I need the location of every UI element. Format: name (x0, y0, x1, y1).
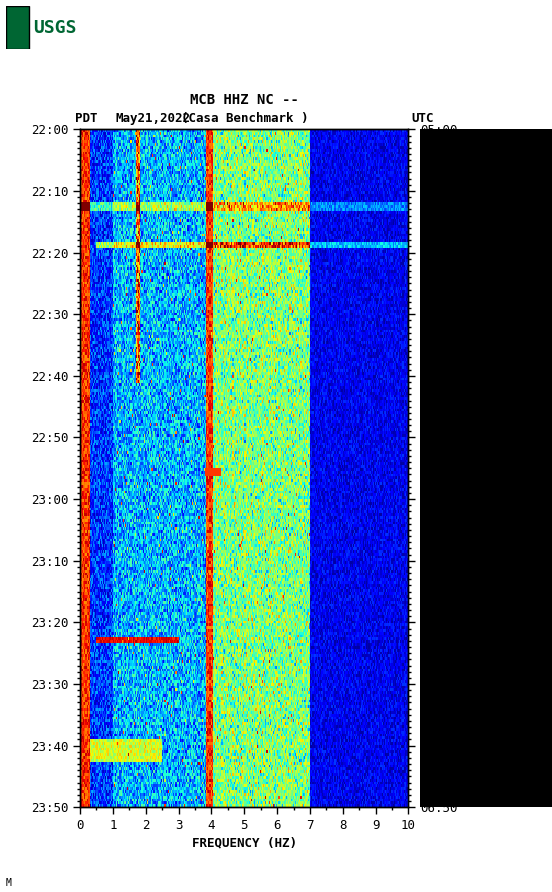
FancyBboxPatch shape (6, 6, 29, 49)
Text: M: M (6, 878, 12, 888)
Text: UTC: UTC (411, 112, 434, 125)
Text: (Casa Benchmark ): (Casa Benchmark ) (181, 112, 308, 125)
Text: USGS: USGS (33, 19, 77, 37)
Text: PDT: PDT (75, 112, 97, 125)
Text: May21,2022: May21,2022 (116, 112, 191, 125)
X-axis label: FREQUENCY (HZ): FREQUENCY (HZ) (192, 836, 297, 849)
Text: MCB HHZ NC --: MCB HHZ NC -- (190, 93, 299, 107)
